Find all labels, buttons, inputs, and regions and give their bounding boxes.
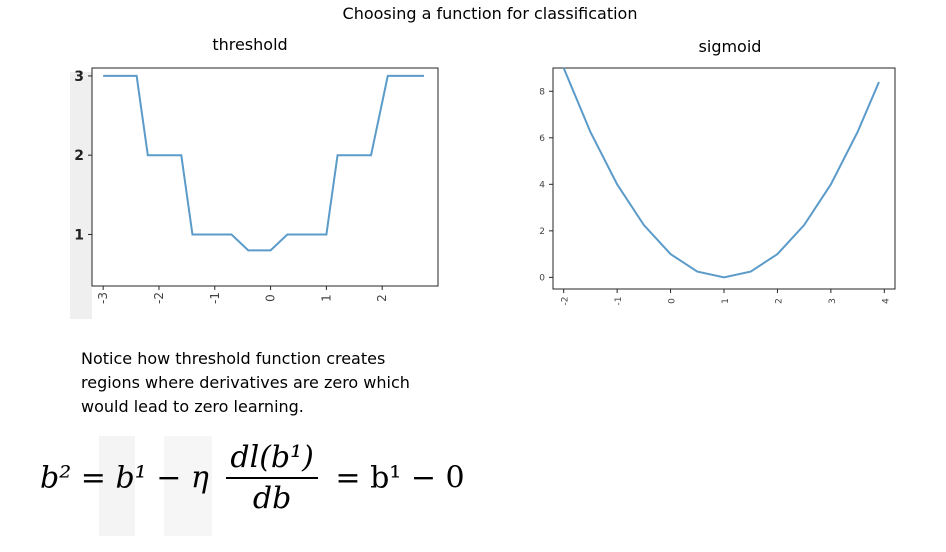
- formula-fraction: dl(b¹) db: [226, 440, 318, 516]
- threshold-xtick-label: -3: [96, 292, 110, 304]
- threshold-ytick-label: 1: [74, 227, 84, 243]
- threshold-plot-frame: [91, 67, 439, 287]
- threshold-xtick-label: 2: [375, 294, 389, 302]
- note-text: Notice how threshold function creates re…: [81, 349, 410, 416]
- threshold-ytick-background: [70, 72, 92, 319]
- formula-numerator: dl(b¹): [226, 440, 318, 479]
- sigmoid-ytick-label: 0: [539, 274, 545, 284]
- threshold-ytick-label: 2: [74, 148, 84, 164]
- formula-lhs: b² = b¹ − η: [40, 460, 209, 496]
- formula-rhs: = b¹ − 0: [335, 460, 465, 496]
- sigmoid-xtick-label: -1: [614, 297, 624, 306]
- sigmoid-ytick-label: 2: [539, 227, 545, 237]
- sigmoid-xtick-label: 4: [881, 298, 891, 304]
- threshold-series-line: [103, 74, 425, 252]
- threshold-xtick-label: -2: [152, 292, 166, 304]
- sigmoid-ytick-label: 6: [539, 134, 545, 144]
- threshold-ytick-label: 3: [74, 69, 84, 85]
- formula-denominator: db: [252, 481, 292, 516]
- sigmoid-xtick-label: 2: [774, 298, 784, 304]
- formula-shading-1: [99, 436, 135, 536]
- threshold-xtick-label: -1: [208, 292, 222, 304]
- sigmoid-ytick-label: 8: [539, 87, 545, 97]
- sigmoid-series-line: [562, 67, 880, 279]
- threshold-xtick-label: 1: [319, 294, 333, 302]
- sigmoid-chart-title: sigmoid: [698, 37, 762, 56]
- threshold-chart-title: threshold: [212, 35, 288, 54]
- sigmoid-xtick-label: 0: [668, 298, 678, 304]
- threshold-xtick-label: 0: [264, 294, 278, 302]
- page-title: Choosing a function for classification: [342, 4, 638, 23]
- formula-shading-2: [164, 436, 212, 536]
- sigmoid-xtick-label: 3: [828, 298, 838, 304]
- sigmoid-xtick-label: -2: [561, 297, 571, 306]
- sigmoid-ytick-label: 4: [539, 180, 545, 190]
- sigmoid-plot-frame: [552, 67, 896, 290]
- sigmoid-xtick-label: 1: [721, 298, 731, 304]
- gradient-update-formula: b² = b¹ − η dl(b¹) db = b¹ − 0: [40, 440, 465, 516]
